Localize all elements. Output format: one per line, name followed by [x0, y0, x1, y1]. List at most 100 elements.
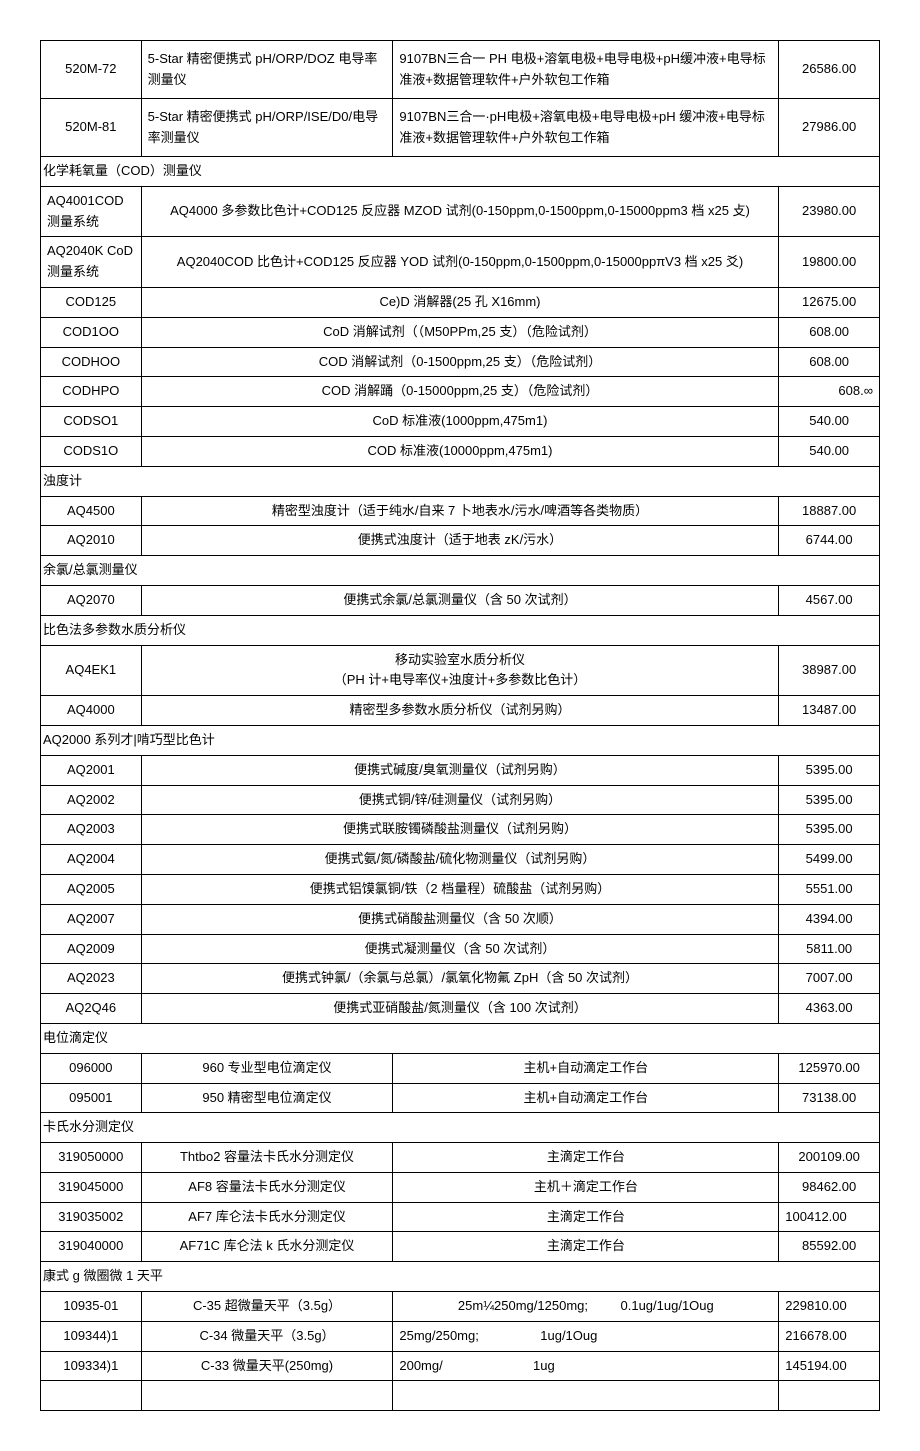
- cell-desc: 便携式钟氯/（余氯与总氯）/氯氧化物氟 ZpH（含 50 次试剂）: [141, 964, 779, 994]
- cell-code: CODSO1: [41, 407, 142, 437]
- cell-code: 10935-01: [41, 1292, 142, 1322]
- cell-price: 4567.00: [779, 585, 880, 615]
- cell-name: C-35 超微量天平（3.5g）: [141, 1292, 393, 1322]
- cell-code: AQ2040K CoD 测量系统: [41, 237, 142, 288]
- cell-desc: 便携式氨/氮/磷酸盐/硫化物测量仪（试剂另购）: [141, 845, 779, 875]
- cell-name: 950 精密型电位滴定仪: [141, 1083, 393, 1113]
- section-header: 卡氏水分测定仪: [41, 1113, 880, 1143]
- cell-price: 27986.00: [779, 99, 880, 157]
- cell-code: COD1OO: [41, 317, 142, 347]
- cell-desc: 便携式余氯/总氯测量仪（含 50 次试剂）: [141, 585, 779, 615]
- cell-code: 096000: [41, 1053, 142, 1083]
- cell-code: AQ4500: [41, 496, 142, 526]
- section-header: 比色法多参数水质分析仪: [41, 615, 880, 645]
- cell-price: 73138.00: [779, 1083, 880, 1113]
- cell-desc: 主机＋滴定工作台: [393, 1172, 779, 1202]
- cell-price: 5395.00: [779, 815, 880, 845]
- cell-desc: 精密型多参数水质分析仪（试剂另购）: [141, 696, 779, 726]
- cell-code: AQ2Q46: [41, 994, 142, 1024]
- cell-code: 520M-81: [41, 99, 142, 157]
- cell-name: AF8 容量法卡氏水分测定仪: [141, 1172, 393, 1202]
- cell-desc: AQ4000 多参数比色计+COD125 反应器 MZOD 试剂(0-150pp…: [141, 186, 779, 237]
- cell-desc: 便携式浊度计（适于地表 zK/污水）: [141, 526, 779, 556]
- cell-code: AQ4EK1: [41, 645, 142, 696]
- cell-code: AQ2003: [41, 815, 142, 845]
- cell-price: 5395.00: [779, 755, 880, 785]
- products-table: 520M-725-Star 精密便携式 pH/ORP/DOZ 电导率测量仪910…: [40, 40, 880, 1411]
- cell-desc: 主滴定工作台: [393, 1202, 779, 1232]
- cell-desc: CoD 消解试剂（（M50PPm,25 支）（危险试剂）: [141, 317, 779, 347]
- cell-price: 5499.00: [779, 845, 880, 875]
- cell-empty: [41, 1381, 142, 1411]
- cell-code: 319045000: [41, 1172, 142, 1202]
- cell-name: C-34 微量天平（3.5g）: [141, 1321, 393, 1351]
- cell-name: AF71C 库仑法 k 氏水分测定仪: [141, 1232, 393, 1262]
- cell-code: AQ2023: [41, 964, 142, 994]
- cell-desc: 便携式铝馍氯铜/铁（2 档量程）硫酸盐（试剂另购）: [141, 874, 779, 904]
- cell-price: 98462.00: [779, 1172, 880, 1202]
- section-header: 化学耗氧量（COD）测量仪: [41, 157, 880, 187]
- section-header: 余氯/总氯测量仪: [41, 556, 880, 586]
- cell-code: AQ2007: [41, 904, 142, 934]
- cell-code: 319040000: [41, 1232, 142, 1262]
- cell-price: 5551.00: [779, 874, 880, 904]
- section-header: 电位滴定仪: [41, 1023, 880, 1053]
- cell-price: 229810.00: [779, 1292, 880, 1322]
- cell-price: 5811.00: [779, 934, 880, 964]
- cell-name: 5-Star 精密便携式 pH/ORP/ISE/D0/电导率测量仪: [141, 99, 393, 157]
- cell-price: 38987.00: [779, 645, 880, 696]
- cell-code: 319050000: [41, 1143, 142, 1173]
- cell-price: 125970.00: [779, 1053, 880, 1083]
- cell-desc: 主滴定工作台: [393, 1232, 779, 1262]
- cell-desc: 便携式碱度/臭氧测量仪（试剂另购）: [141, 755, 779, 785]
- cell-name: C-33 微量天平(250mg): [141, 1351, 393, 1381]
- cell-desc: 便携式硝酸盐测量仪（含 50 次顺）: [141, 904, 779, 934]
- cell-price: 608.00: [779, 347, 880, 377]
- cell-price: 7007.00: [779, 964, 880, 994]
- cell-desc: COD 标准液(10000ppm,475m1): [141, 436, 779, 466]
- section-header: 康式 g 微圈微 1 天平: [41, 1262, 880, 1292]
- cell-desc: 主滴定工作台: [393, 1143, 779, 1173]
- section-header: AQ2000 系列才|啃巧型比色计: [41, 725, 880, 755]
- cell-price: 19800.00: [779, 237, 880, 288]
- cell-code: AQ2009: [41, 934, 142, 964]
- cell-code: 095001: [41, 1083, 142, 1113]
- cell-price: 26586.00: [779, 41, 880, 99]
- cell-code: AQ4000: [41, 696, 142, 726]
- cell-empty: [141, 1381, 393, 1411]
- cell-desc: AQ2040COD 比色计+COD125 反应器 YOD 试剂(0-150ppm…: [141, 237, 779, 288]
- cell-empty: [779, 1381, 880, 1411]
- cell-desc: 便携式联胺镯磷酸盐测量仪（试剂另购）: [141, 815, 779, 845]
- cell-name: Thtbo2 容量法卡氏水分测定仪: [141, 1143, 393, 1173]
- cell-empty: [393, 1381, 779, 1411]
- cell-price: 100412.00: [779, 1202, 880, 1232]
- cell-price: 608.∞: [779, 377, 880, 407]
- cell-price: 145194.00: [779, 1351, 880, 1381]
- cell-price: 18887.00: [779, 496, 880, 526]
- cell-code: 319035002: [41, 1202, 142, 1232]
- cell-code: CODHPO: [41, 377, 142, 407]
- cell-desc: 25mg/250mg; 1ug/1Oug: [393, 1321, 779, 1351]
- cell-desc: 便携式铜/锌/硅测量仪（试剂另购）: [141, 785, 779, 815]
- cell-desc: 200mg/ 1ug: [393, 1351, 779, 1381]
- cell-desc: COD 消解踊（0-15000ppm,25 支）（危险试剂）: [141, 377, 779, 407]
- cell-name: AF7 库仑法卡氏水分测定仪: [141, 1202, 393, 1232]
- cell-code: AQ2001: [41, 755, 142, 785]
- cell-price: 200109.00: [779, 1143, 880, 1173]
- cell-desc: 9107BN三合一·pH电极+溶氧电极+电导电极+pH 缓冲液+电导标准液+数据…: [393, 99, 779, 157]
- cell-code: COD125: [41, 287, 142, 317]
- cell-price: 216678.00: [779, 1321, 880, 1351]
- cell-code: CODHOO: [41, 347, 142, 377]
- cell-desc: 便携式亚硝酸盐/氮测量仪（含 100 次试剂）: [141, 994, 779, 1024]
- cell-code: AQ2004: [41, 845, 142, 875]
- cell-desc: 主机+自动滴定工作台: [393, 1053, 779, 1083]
- cell-code: AQ2002: [41, 785, 142, 815]
- cell-desc: 25m¼250mg/1250mg; 0.1ug/1ug/1Oug: [393, 1292, 779, 1322]
- cell-price: 13487.00: [779, 696, 880, 726]
- cell-code: CODS1O: [41, 436, 142, 466]
- cell-price: 4363.00: [779, 994, 880, 1024]
- cell-code: AQ4001COD 测量系统: [41, 186, 142, 237]
- cell-price: 6744.00: [779, 526, 880, 556]
- cell-name: 960 专业型电位滴定仪: [141, 1053, 393, 1083]
- cell-desc: Ce)D 消解器(25 孔 X16mm): [141, 287, 779, 317]
